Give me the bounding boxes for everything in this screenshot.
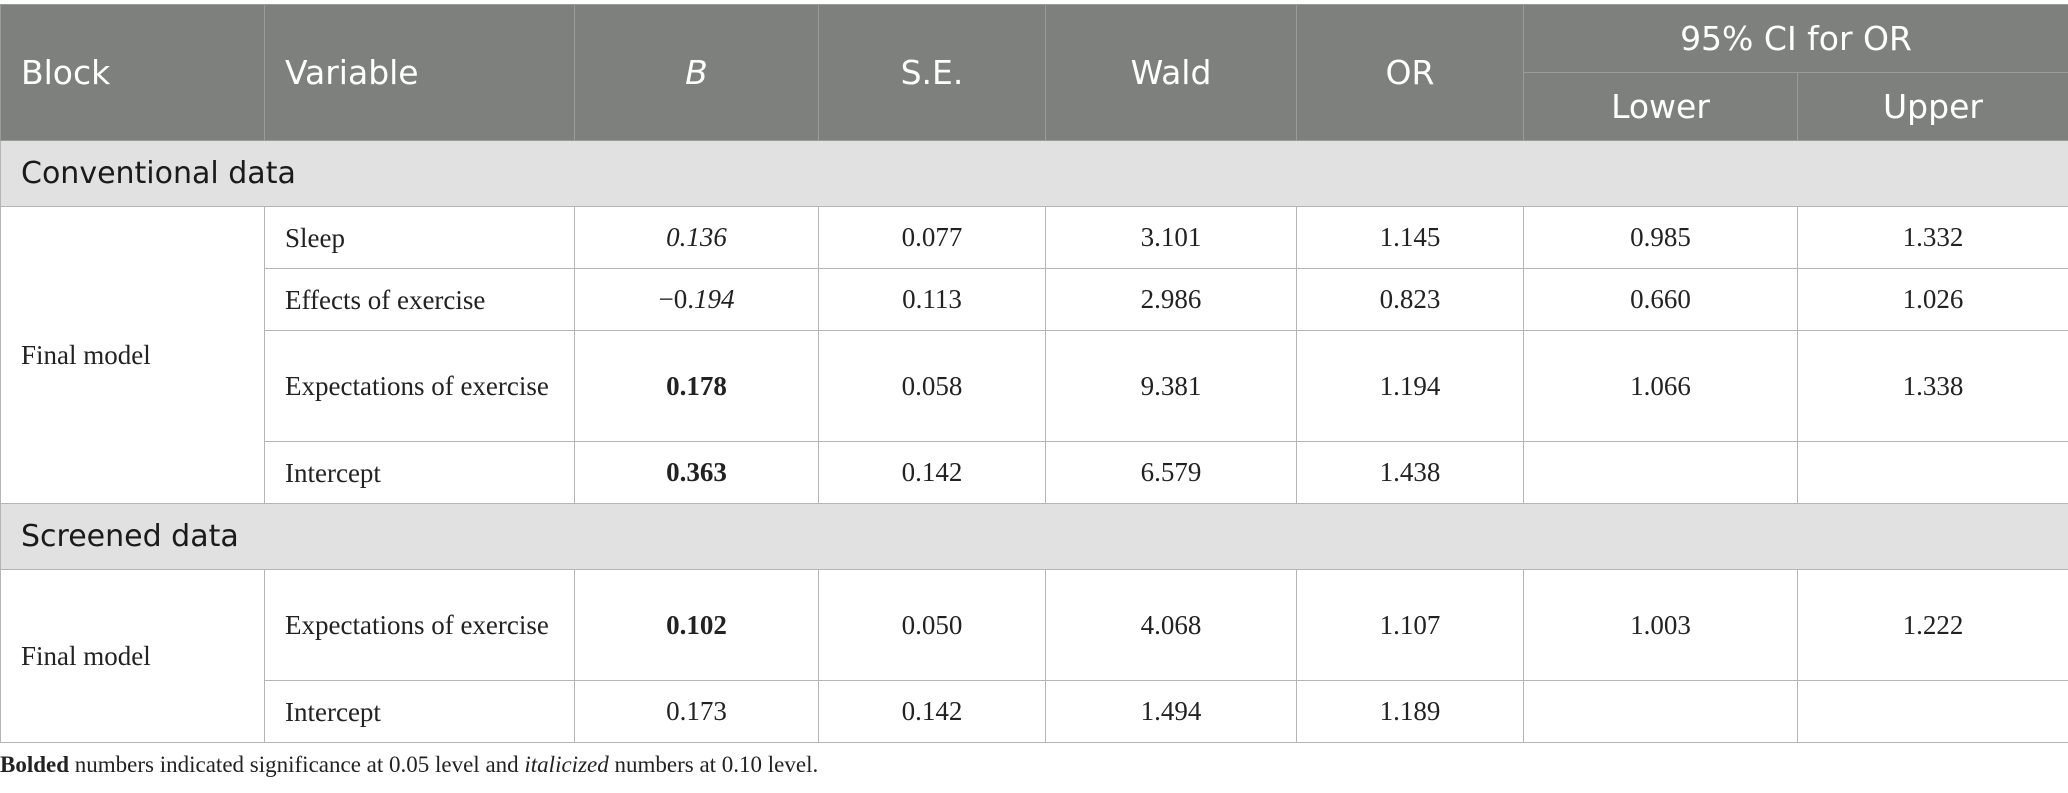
footnote-text-end: numbers at 0.10 level. (608, 752, 819, 777)
regression-table: Block Variable B S.E. Wald OR 95% CI for… (0, 4, 2068, 743)
upper-cell: 1.332 (1797, 206, 2068, 269)
b-cell: −0.194 (574, 268, 819, 331)
table-body: Conventional data Final model Sleep 0.13… (0, 140, 2068, 743)
wald-cell: 1.494 (1045, 680, 1297, 743)
or-cell: 1.145 (1296, 206, 1524, 269)
se-cell: 0.058 (818, 330, 1046, 442)
b-cell: 0.102 (574, 569, 819, 681)
section-row-screened: Screened data (0, 503, 2068, 570)
b-cell: 0.363 (574, 441, 819, 504)
se-cell: 0.142 (818, 441, 1046, 504)
header-block: Block (0, 4, 265, 141)
variable-cell: Expectations of exercise (264, 569, 575, 681)
or-cell: 1.438 (1296, 441, 1524, 504)
block-label: Final model (0, 569, 265, 743)
section-title: Conventional data (0, 140, 2068, 207)
lower-cell: 0.660 (1523, 268, 1798, 331)
se-cell: 0.077 (818, 206, 1046, 269)
variable-cell: Effects of exercise (264, 268, 575, 331)
header-lower: Lower (1523, 72, 1798, 141)
or-cell: 0.823 (1296, 268, 1524, 331)
se-cell: 0.113 (818, 268, 1046, 331)
table-header: Block Variable B S.E. Wald OR 95% CI for… (0, 4, 2068, 141)
section-title: Screened data (0, 503, 2068, 570)
header-upper: Upper (1797, 72, 2068, 141)
table-row: Expectations of exercise 0.178 0.058 9.3… (1, 330, 2068, 442)
header-or: OR (1296, 4, 1524, 141)
variable-cell: Intercept (264, 441, 575, 504)
variable-cell: Sleep (264, 206, 575, 269)
lower-cell (1523, 680, 1798, 743)
b-cell: 0.178 (574, 330, 819, 442)
table-row: Intercept 0.173 0.142 1.494 1.189 (1, 680, 2068, 743)
upper-cell (1797, 441, 2068, 504)
table-row: Final model Expectations of exercise 0.1… (0, 569, 2068, 743)
header-ci: 95% CI for OR (1523, 4, 2068, 73)
header-se: S.E. (818, 4, 1046, 141)
table-footnote: Bolded numbers indicated significance at… (0, 752, 818, 778)
upper-cell: 1.222 (1797, 569, 2068, 681)
footnote-italic-word: italicized (524, 752, 609, 777)
wald-cell: 6.579 (1045, 441, 1297, 504)
lower-cell: 0.985 (1523, 206, 1798, 269)
upper-cell: 1.338 (1797, 330, 2068, 442)
wald-cell: 2.986 (1045, 268, 1297, 331)
variable-cell: Expectations of exercise (264, 330, 575, 442)
wald-cell: 4.068 (1045, 569, 1297, 681)
se-cell: 0.142 (818, 680, 1046, 743)
lower-cell: 1.066 (1523, 330, 1798, 442)
footnote-bold-word: Bolded (0, 752, 70, 777)
upper-cell (1797, 680, 2068, 743)
upper-cell: 1.026 (1797, 268, 2068, 331)
b-cell: 0.173 (574, 680, 819, 743)
table-row: Intercept 0.363 0.142 6.579 1.438 (1, 441, 2068, 504)
or-cell: 1.189 (1296, 680, 1524, 743)
b-digits: 194 (693, 284, 735, 314)
lower-cell (1523, 441, 1798, 504)
header-b: B (574, 4, 819, 141)
variable-cell: Intercept (264, 680, 575, 743)
lower-cell: 1.003 (1523, 569, 1798, 681)
header-wald: Wald (1045, 4, 1297, 141)
footnote-text-mid: numbers indicated significance at 0.05 l… (69, 752, 525, 777)
table-row: Effects of exercise −0.194 0.113 2.986 0… (1, 268, 2068, 331)
b-sign: −0. (658, 284, 694, 314)
block-label: Final model (0, 206, 265, 504)
or-cell: 1.107 (1296, 569, 1524, 681)
se-cell: 0.050 (818, 569, 1046, 681)
wald-cell: 9.381 (1045, 330, 1297, 442)
table-row: Final model Sleep 0.136 0.077 3.101 1.14… (0, 206, 2068, 504)
b-cell: 0.136 (574, 206, 819, 269)
section-row-conventional: Conventional data (0, 140, 2068, 207)
wald-cell: 3.101 (1045, 206, 1297, 269)
or-cell: 1.194 (1296, 330, 1524, 442)
header-variable: Variable (264, 4, 575, 141)
